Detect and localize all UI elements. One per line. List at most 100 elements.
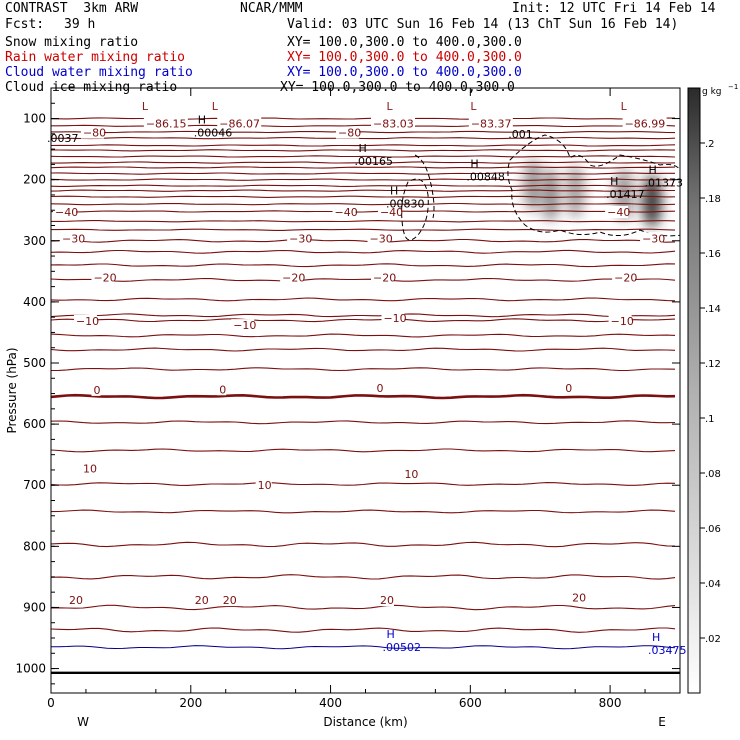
low-marker: L <box>470 100 477 113</box>
y-tick-label: 700 <box>23 478 46 492</box>
temperature-contour <box>51 333 676 338</box>
contour-label-bg <box>217 117 262 130</box>
temperature-contour-label: −10 <box>611 315 634 328</box>
temperature-contour-label: 20 <box>572 592 586 605</box>
contour-label-bg <box>605 206 629 219</box>
temperature-contour-label: −10 <box>76 315 99 328</box>
y-axis-label: Pressure (hPa) <box>5 347 19 433</box>
contour-label-bg <box>287 232 311 245</box>
temperature-contour-label: −20 <box>93 271 116 284</box>
colorbar-tick-label: .08 <box>705 469 721 480</box>
cloud-ice-contour <box>414 154 435 219</box>
temperature-contour <box>51 202 676 206</box>
extremum-value: .00502 <box>382 641 421 654</box>
temperature-contour <box>51 195 676 198</box>
temperature-contour <box>51 136 676 140</box>
temperature-contour <box>51 541 676 548</box>
temperature-contour-label: −83.37 <box>471 117 512 130</box>
temperature-contour-label: −30 <box>289 232 312 245</box>
temperature-contour-label: −20 <box>373 271 396 284</box>
contour-label-bg <box>402 468 419 481</box>
temperature-contour <box>51 420 676 425</box>
extremum-value: .0037 <box>47 132 79 145</box>
temperature-contour <box>51 210 676 213</box>
contour-label-bg <box>570 591 587 604</box>
contour-label-bg <box>192 594 209 607</box>
temperature-contour-label: −83.03 <box>373 117 414 130</box>
contour-label-bg <box>468 117 513 130</box>
contour-label-bg <box>367 232 391 245</box>
temperature-contour-label: 10 <box>258 479 272 492</box>
forecast-hour: 39 h <box>64 17 96 32</box>
y-tick-label: 1000 <box>15 662 46 676</box>
contour-label-bg <box>143 117 188 130</box>
contour-label-bg <box>377 206 401 219</box>
colorbar-tick-label: .06 <box>705 524 721 535</box>
temperature-contour-label: −10 <box>233 319 256 332</box>
temperature-contour <box>51 184 676 187</box>
temperature-contour-label: −86.99 <box>625 117 666 130</box>
temperature-contour-label: −86.07 <box>219 117 260 130</box>
field-xy-rain: XY= 100.0,300.0 to 400.0,300.0 <box>287 50 522 65</box>
temperature-contour-label: 0 <box>376 382 383 395</box>
low-marker: L <box>212 100 219 113</box>
colorbar-unit-exponent: −1 <box>728 83 738 91</box>
temperature-contour-label: −40 <box>335 206 358 219</box>
valid-time: Valid: 03 UTC Sun 16 Feb 14 (13 ChT Sun … <box>287 17 679 32</box>
colorbar <box>687 87 701 694</box>
temperature-contour-label: 0 <box>565 382 572 395</box>
colorbar-tick-label: .2 <box>705 139 715 150</box>
x-tick-label: 600 <box>459 696 482 710</box>
high-marker: H <box>610 175 618 188</box>
contour-label-bg <box>280 271 304 284</box>
temperature-contour <box>51 367 676 372</box>
temperature-contour <box>51 228 676 231</box>
temperature-contour <box>51 130 676 134</box>
contour-label-bg <box>612 271 636 284</box>
temperature-contour <box>51 178 676 181</box>
high-marker: H <box>359 142 367 155</box>
contour-label-bg <box>336 126 360 139</box>
y-tick-label: 900 <box>23 600 46 614</box>
low-marker: L <box>142 100 149 113</box>
temperature-contour-label: −30 <box>642 232 665 245</box>
temperature-contour-label: 10 <box>83 463 97 476</box>
contour-label-bg <box>53 206 76 219</box>
colorbar-tick-label: .18 <box>705 194 721 205</box>
temperature-contour-label: −30 <box>62 232 85 245</box>
extremum-value: .00848 <box>466 170 505 183</box>
temperature-contour <box>51 238 676 243</box>
temperature-contour-label: 20 <box>223 594 237 607</box>
freezing-level-contour <box>51 393 676 400</box>
contour-label-bg <box>80 462 97 475</box>
snow-shading-core <box>565 165 586 218</box>
contour-label-bg <box>377 594 394 607</box>
y-tick-label: 500 <box>23 356 46 370</box>
high-marker: H <box>390 184 398 197</box>
contour-label-bg <box>622 117 667 130</box>
snow-shading-core <box>642 175 663 228</box>
temperature-contour-label: 0 <box>93 384 100 397</box>
temperature-contour-label: −40 <box>607 206 630 219</box>
contour-label-bg <box>608 314 632 327</box>
temperature-contour <box>51 144 676 147</box>
extremum-value: .00046 <box>194 126 233 139</box>
low-marker: L <box>621 100 628 113</box>
institution-title: NCAR/MMM <box>240 1 303 16</box>
temperature-contour <box>51 627 676 633</box>
contour-label-bg <box>231 319 255 332</box>
y-tick-label: 100 <box>23 112 46 126</box>
temperature-contour-label: −80 <box>338 127 361 140</box>
extremum-value: .01373 <box>645 177 684 190</box>
colorbar-tick-label: .12 <box>705 359 721 370</box>
y-tick-label: 600 <box>23 417 46 431</box>
colorbar-tick-label: .04 <box>705 579 721 590</box>
extremum-value: .03475 <box>648 644 687 657</box>
contour-label-bg <box>640 232 664 245</box>
temperature-contour-label: 20 <box>69 594 83 607</box>
temperature-contour-label: −86.15 <box>146 117 187 130</box>
x-tick-label: 0 <box>47 696 55 710</box>
temperature-contour-label: 10 <box>404 468 418 481</box>
y-tick-label: 300 <box>23 234 46 248</box>
